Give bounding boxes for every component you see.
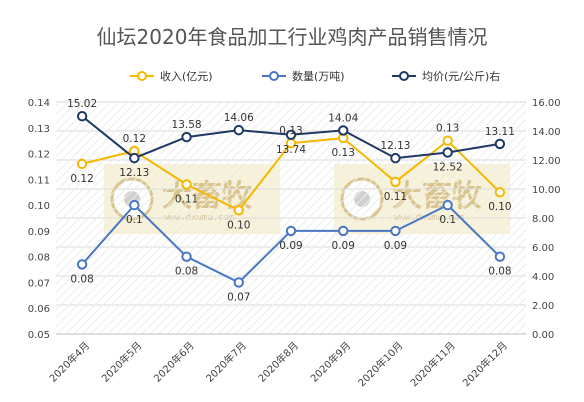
left-tick-label: 0.07 xyxy=(28,278,50,289)
series-3-point xyxy=(233,124,244,136)
data-label: 0.1 xyxy=(439,214,456,226)
legend-item-2: 数量(万吨) xyxy=(262,70,345,83)
right-tick-label: 16.00 xyxy=(532,98,561,109)
data-label: 0.13 xyxy=(436,123,459,135)
series-3-point xyxy=(129,152,140,164)
data-label: 0.11 xyxy=(175,193,198,205)
right-tick-label: 2.00 xyxy=(532,301,554,312)
chart-legend: 收入(亿元) 数量(万吨) 均价(元/公斤)右 xyxy=(130,69,500,83)
series-1-point xyxy=(76,158,88,170)
series-2-point xyxy=(129,199,140,211)
data-label: 13.58 xyxy=(172,119,202,131)
left-tick-label: 0.10 xyxy=(28,201,50,212)
left-tick-label: 0.05 xyxy=(28,330,50,341)
series-3-point xyxy=(494,138,506,150)
series-2-point xyxy=(233,277,244,288)
legend-label: 收入(亿元) xyxy=(160,69,213,83)
series-3-point xyxy=(181,131,192,143)
x-tick-label: 2020年10月 xyxy=(355,339,405,389)
series-3-point xyxy=(442,147,453,158)
legend-item-1: 收入(亿元) xyxy=(130,69,213,83)
right-tick-label: 10.00 xyxy=(532,185,561,196)
data-label: 15.02 xyxy=(67,98,97,110)
left-tick-label: 0.13 xyxy=(28,124,50,135)
left-tick-label: 0.09 xyxy=(28,227,50,238)
series-2-point xyxy=(494,251,506,262)
x-tick-label: 2020年7月 xyxy=(203,339,249,385)
series-1-point xyxy=(390,176,401,188)
legend-marker xyxy=(269,71,279,81)
legend-label: 数量(万吨) xyxy=(292,70,345,83)
x-tick-label: 2020年9月 xyxy=(308,339,354,385)
series-3-point xyxy=(76,111,88,122)
legend-marker xyxy=(399,71,409,81)
data-label: 0.07 xyxy=(227,291,250,303)
data-label: 12.52 xyxy=(433,161,463,173)
data-label: 0.09 xyxy=(279,240,302,252)
series-group xyxy=(76,111,506,288)
data-label: 13.74 xyxy=(276,144,306,156)
series-1-point xyxy=(181,179,192,190)
left-tick-label: 0.06 xyxy=(28,304,50,315)
series-1-point xyxy=(494,187,506,198)
data-label: 12.13 xyxy=(119,167,149,179)
left-tick-label: 0.12 xyxy=(28,150,50,161)
right-tick-label: 12.00 xyxy=(532,156,561,167)
series-1-point xyxy=(442,135,453,146)
series-3-point xyxy=(390,152,401,164)
series-2-point xyxy=(76,259,88,270)
x-tick-label: 2020年12月 xyxy=(460,339,510,389)
right-tick-label: 6.00 xyxy=(532,243,554,254)
x-tick-label: 2020年5月 xyxy=(99,339,145,385)
legend-marker xyxy=(137,71,147,81)
series-2-point xyxy=(442,199,453,211)
left-tick-label: 0.11 xyxy=(28,175,50,186)
series-3-point xyxy=(285,129,297,140)
data-label: 0.08 xyxy=(488,266,511,278)
data-label: 0.09 xyxy=(332,240,355,252)
chart-title: 仙坛2020年食品加工行业鸡肉产品销售情况 xyxy=(97,25,488,49)
data-label: 0.09 xyxy=(384,240,407,252)
left-tick-label: 0.08 xyxy=(28,253,50,264)
series-3-point xyxy=(338,125,349,136)
data-label: 0.10 xyxy=(488,201,511,213)
data-label: 0.1 xyxy=(126,214,143,226)
data-label: 0.12 xyxy=(123,133,146,145)
data-label: 12.13 xyxy=(380,140,410,152)
legend-label: 均价(元/公斤)右 xyxy=(422,69,500,83)
data-labels: 0.12 0.12 0.11 0.10 0.13 0.13 0.11 0.13 0.10 0.08… xyxy=(67,98,515,303)
data-label: 0.10 xyxy=(227,219,250,231)
x-tick-label: 2020年6月 xyxy=(151,339,197,385)
right-tick-label: 14.00 xyxy=(532,127,561,138)
data-label: 0.08 xyxy=(175,266,198,278)
data-label: 0.12 xyxy=(70,173,93,185)
series-1-point xyxy=(233,205,244,216)
series-2-point xyxy=(390,225,401,237)
x-tick-label: 2020年11月 xyxy=(407,339,457,389)
x-tick-label: 2020年8月 xyxy=(255,339,301,385)
data-label: 0.13 xyxy=(332,147,355,159)
right-tick-label: 8.00 xyxy=(532,214,554,225)
data-label: 0.08 xyxy=(70,273,93,285)
data-label: 14.04 xyxy=(328,112,358,124)
series-2-point xyxy=(285,225,297,237)
right-tick-label: 0.00 xyxy=(532,330,554,341)
series-2-point xyxy=(338,225,349,237)
left-tick-label: 0.14 xyxy=(28,98,50,109)
right-tick-label: 4.00 xyxy=(532,272,554,283)
x-tick-label: 2020年4月 xyxy=(46,339,92,385)
legend-item-3: 均价(元/公斤)右 xyxy=(392,69,500,83)
data-label: 14.06 xyxy=(224,112,254,124)
data-label: 0.13 xyxy=(279,125,302,137)
data-label: 13.11 xyxy=(485,126,515,138)
data-label: 0.11 xyxy=(384,191,407,203)
series-2-point xyxy=(181,251,192,262)
